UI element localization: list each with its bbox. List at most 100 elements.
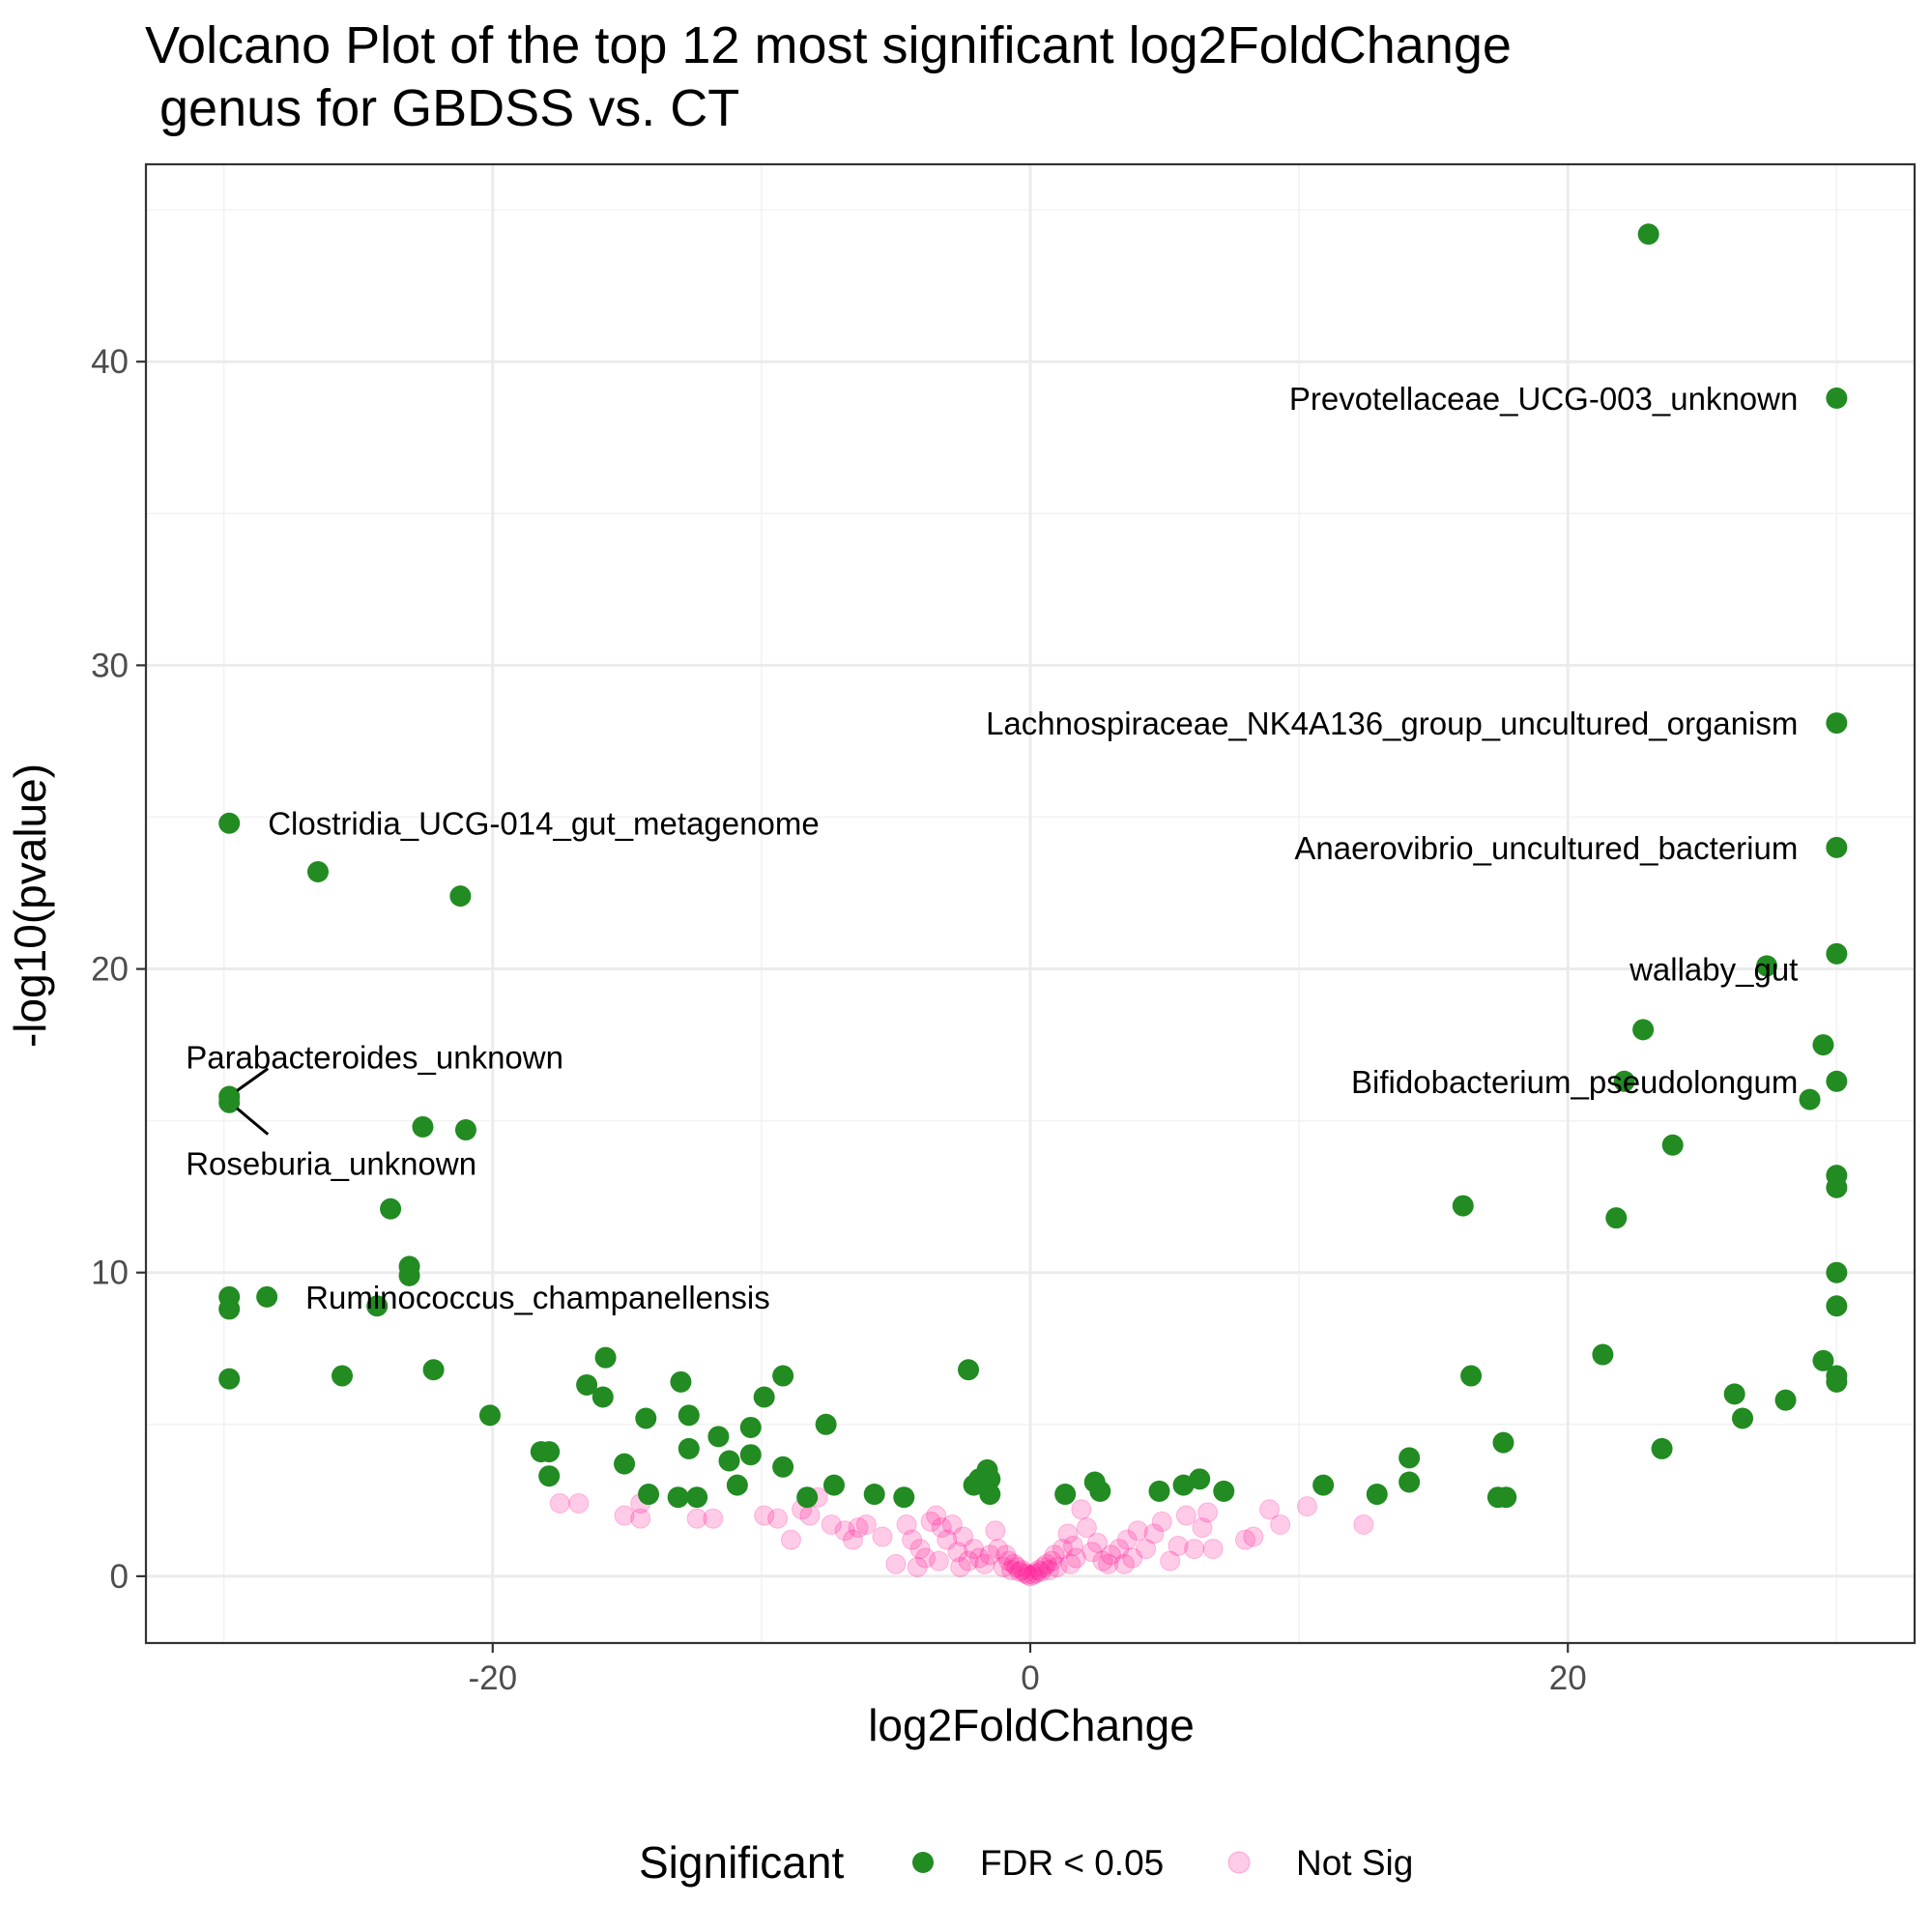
point-not-sig bbox=[1014, 1563, 1035, 1584]
point-not-sig bbox=[1027, 1560, 1049, 1581]
point-significant bbox=[594, 1346, 617, 1369]
point-significant bbox=[1637, 223, 1659, 245]
point-not-sig bbox=[920, 1511, 941, 1532]
y-tick-label: 0 bbox=[110, 1558, 129, 1596]
point-significant bbox=[726, 1474, 748, 1496]
point-significant bbox=[863, 1484, 885, 1506]
panel-border bbox=[144, 162, 1917, 1645]
point-significant bbox=[538, 1465, 561, 1487]
point-significant bbox=[968, 1468, 991, 1490]
point-not-sig bbox=[872, 1526, 893, 1547]
point-not-sig bbox=[1143, 1523, 1165, 1544]
point-not-sig bbox=[1009, 1561, 1030, 1582]
legend-label-not-sig: Not Sig bbox=[1296, 1843, 1413, 1883]
point-not-sig bbox=[928, 1550, 949, 1572]
point-not-sig bbox=[1041, 1550, 1062, 1572]
x-tick-label: 0 bbox=[1021, 1659, 1039, 1697]
point-not-sig bbox=[947, 1542, 968, 1563]
point-significant bbox=[591, 1386, 614, 1408]
point-significant bbox=[667, 1486, 689, 1509]
point-significant bbox=[1213, 1480, 1235, 1502]
point-significant bbox=[893, 1486, 915, 1509]
point-not-sig bbox=[1122, 1547, 1143, 1569]
annotation-leader-line bbox=[236, 1107, 270, 1136]
point-not-sig bbox=[630, 1508, 651, 1529]
point-significant bbox=[1605, 1207, 1628, 1229]
point-significant bbox=[1312, 1474, 1335, 1496]
point-significant bbox=[454, 1119, 476, 1141]
point-not-sig bbox=[1060, 1553, 1081, 1574]
point-not-sig bbox=[968, 1547, 990, 1569]
x-tick-label: 20 bbox=[1549, 1659, 1587, 1697]
point-significant bbox=[772, 1456, 794, 1478]
point-significant bbox=[380, 1197, 402, 1220]
point-not-sig bbox=[1020, 1566, 1041, 1587]
point-not-sig bbox=[1052, 1539, 1073, 1560]
point-significant bbox=[1172, 1474, 1195, 1496]
point-significant bbox=[1756, 955, 1778, 977]
point-significant bbox=[1826, 387, 1848, 409]
legend-label-fdr: FDR < 0.05 bbox=[980, 1843, 1164, 1883]
point-significant bbox=[412, 1115, 434, 1138]
point-significant bbox=[1054, 1484, 1077, 1506]
major-gridlines bbox=[146, 164, 1915, 1643]
point-significant bbox=[678, 1404, 700, 1427]
point-significant bbox=[1826, 942, 1848, 965]
point-not-sig bbox=[988, 1539, 1009, 1560]
y-axis: 0 10 20 30 40 bbox=[91, 343, 146, 1596]
point-not-sig bbox=[1160, 1550, 1181, 1572]
point-annotation: Clostridia_UCG-014_gut_metagenome bbox=[268, 806, 819, 842]
series-fdr-significant bbox=[218, 223, 1848, 1509]
point-significant bbox=[753, 1386, 775, 1408]
point-significant bbox=[1826, 1176, 1848, 1198]
point-not-sig bbox=[1192, 1517, 1213, 1539]
point-not-sig bbox=[1036, 1553, 1057, 1574]
point-significant bbox=[218, 1091, 241, 1113]
point-not-sig bbox=[915, 1547, 937, 1569]
point-significant bbox=[1723, 1383, 1745, 1405]
y-tick-label: 20 bbox=[91, 951, 129, 989]
chart-title-line-1: Volcano Plot of the top 12 most signific… bbox=[145, 16, 1512, 74]
x-axis-title: log2FoldChange bbox=[868, 1700, 1195, 1750]
point-significant bbox=[1189, 1468, 1211, 1490]
point-significant bbox=[1089, 1480, 1111, 1502]
point-not-sig bbox=[937, 1529, 958, 1550]
point-not-sig bbox=[885, 1553, 907, 1574]
point-significant bbox=[707, 1426, 730, 1448]
point-not-sig bbox=[1270, 1514, 1291, 1535]
legend-title: Significant bbox=[639, 1837, 844, 1888]
point-not-sig bbox=[964, 1539, 985, 1560]
point-not-sig bbox=[842, 1529, 863, 1550]
y-axis-title: -log10(pvalue) bbox=[5, 764, 55, 1048]
point-significant bbox=[638, 1484, 660, 1506]
point-not-sig bbox=[1092, 1550, 1113, 1572]
point-significant bbox=[538, 1441, 561, 1463]
point-not-sig bbox=[926, 1505, 947, 1526]
point-significant bbox=[739, 1416, 762, 1438]
point-significant bbox=[635, 1407, 657, 1429]
y-tick-label: 40 bbox=[91, 343, 129, 381]
point-not-sig bbox=[1109, 1539, 1130, 1560]
point-not-sig bbox=[902, 1529, 923, 1550]
point-annotation: Roseburia_unknown bbox=[186, 1146, 476, 1182]
point-not-sig bbox=[780, 1529, 801, 1550]
point-significant bbox=[1613, 1070, 1635, 1092]
point-not-sig bbox=[799, 1505, 821, 1526]
point-not-sig bbox=[1025, 1563, 1047, 1584]
point-significant bbox=[1651, 1437, 1673, 1459]
point-not-sig bbox=[985, 1520, 1006, 1542]
point-not-sig bbox=[993, 1556, 1014, 1577]
point-significant bbox=[958, 1359, 980, 1381]
point-annotation: Lachnospiraceae_NK4A136_group_uncultured… bbox=[986, 706, 1798, 741]
point-significant bbox=[718, 1450, 740, 1472]
legend-key-fdr bbox=[912, 1852, 934, 1873]
point-not-sig bbox=[1113, 1553, 1135, 1574]
point-significant bbox=[1399, 1447, 1421, 1469]
point-not-sig bbox=[1127, 1520, 1148, 1542]
point-significant bbox=[332, 1365, 354, 1387]
point-not-sig bbox=[855, 1514, 877, 1535]
point-not-sig bbox=[834, 1520, 855, 1542]
point-not-sig bbox=[754, 1505, 775, 1526]
point-not-sig bbox=[1044, 1544, 1065, 1566]
legend-key-not-sig bbox=[1227, 1851, 1251, 1874]
